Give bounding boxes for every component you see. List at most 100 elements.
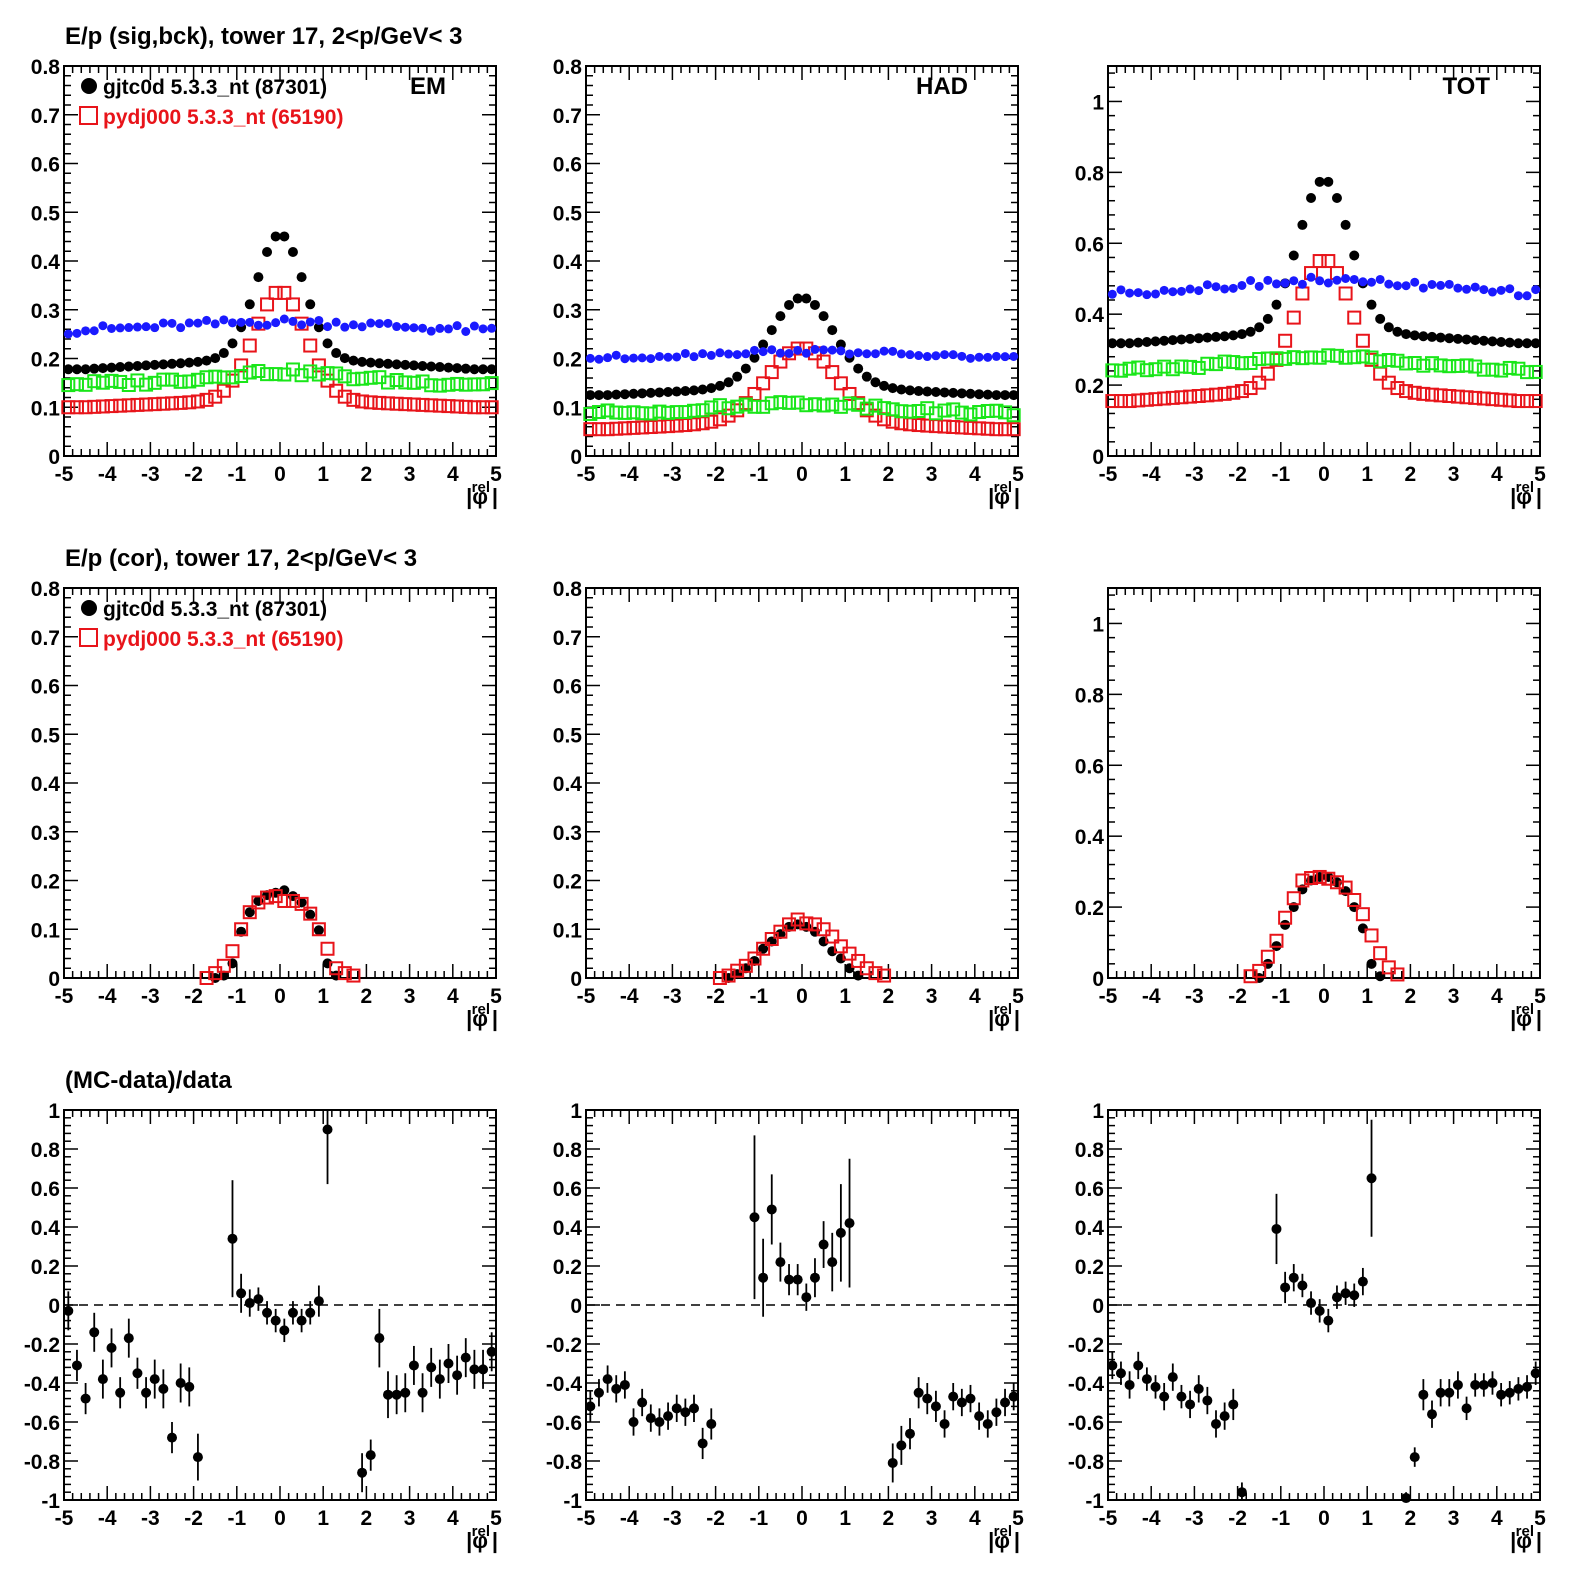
data-point [1425, 356, 1439, 371]
data-point [400, 1387, 411, 1398]
data-point [1193, 333, 1204, 344]
data-point [1312, 350, 1327, 365]
data-point [486, 364, 497, 375]
x-tick-label: -2 [1228, 985, 1247, 1008]
x-tick-label: 0 [796, 985, 808, 1008]
data-point [1157, 391, 1172, 406]
data-point [937, 403, 952, 418]
y-tick-label: 0.2 [553, 871, 582, 894]
x-tick-label: -4 [1142, 985, 1161, 1008]
y-tick-label: 0 [48, 446, 60, 469]
data-point [1323, 1315, 1334, 1326]
data-point [1202, 280, 1212, 290]
data-point [1450, 389, 1465, 404]
data-point [225, 370, 240, 385]
data-point [383, 1389, 393, 1400]
x-axis-label: |φ [988, 1006, 1010, 1031]
x-tick-label: 1 [317, 463, 329, 486]
x-axis-label-superscript: rel [994, 1001, 1012, 1018]
data-point [1401, 329, 1412, 340]
data-point [271, 318, 281, 328]
data-point [227, 338, 238, 349]
data-point [1502, 360, 1517, 375]
series-data [63, 231, 497, 375]
y-tick-label: 0.2 [31, 349, 60, 372]
data-point [585, 1401, 596, 1412]
y-tick-label: 0.1 [31, 919, 61, 942]
data-point [270, 231, 281, 242]
data-point [1306, 272, 1316, 282]
y-tick-label: 0.1 [553, 397, 583, 420]
data-point [104, 373, 119, 388]
data-point [331, 348, 342, 359]
data-point [1461, 334, 1472, 345]
data-point [1217, 354, 1232, 369]
data-point [983, 352, 993, 362]
chart-panel: -5 -4 -3 -2 -1 0 1 2 3 4 5 -1 -0.8 -0.6 -0.4 -0.2 0 0.2 0.… [1068, 1100, 1546, 1553]
data-point [242, 905, 257, 920]
data-point [689, 1403, 699, 1414]
data-point [1442, 359, 1457, 374]
y-tick-label: 0.8 [1075, 684, 1105, 707]
data-point [937, 419, 952, 434]
data-point [190, 394, 205, 409]
data-point [1105, 363, 1120, 378]
data-point [389, 396, 404, 411]
data-point [868, 398, 883, 413]
data-point [450, 399, 465, 414]
series-data [585, 293, 1019, 401]
data-point [1435, 332, 1446, 343]
x-tick-label: -4 [98, 985, 117, 1008]
data-point [1358, 277, 1368, 287]
data-point [1478, 335, 1489, 346]
data-point [1323, 176, 1334, 187]
y-tick-label: 0.2 [553, 349, 582, 372]
data-point [452, 321, 462, 331]
data-point [176, 323, 186, 333]
data-point [1133, 288, 1143, 298]
data-point [1278, 910, 1293, 925]
data-point [818, 311, 829, 322]
data-point [1530, 1368, 1541, 1379]
data-point [279, 1325, 290, 1336]
data-point [357, 1467, 368, 1478]
data-point [1462, 284, 1472, 294]
x-tick-label: 1 [317, 985, 329, 1008]
data-point [1280, 278, 1290, 288]
data-point [418, 323, 428, 333]
data-point [844, 1218, 855, 1229]
data-point [132, 322, 142, 332]
data-point [740, 363, 751, 374]
x-tick-label: 5 [1012, 463, 1024, 486]
x-tick-label: -2 [184, 463, 203, 486]
x-axis-label-superscript: rel [472, 1523, 490, 1540]
data-point [1262, 313, 1273, 324]
data-point [1513, 1383, 1524, 1394]
data-point [1340, 1288, 1351, 1299]
data-point [225, 944, 240, 959]
data-point [1191, 388, 1206, 403]
data-point [1349, 1290, 1360, 1301]
row-title-cor: E/p (cor), tower 17, 2<p/GeV< 3 [65, 545, 417, 572]
data-point [698, 349, 708, 359]
data-point [158, 359, 169, 370]
data-point [1444, 333, 1455, 344]
data-point [756, 941, 771, 956]
data-point [1331, 192, 1342, 203]
data-point [939, 1418, 950, 1429]
data-point [1269, 933, 1284, 948]
x-axis-label: |φ [1510, 1006, 1532, 1031]
data-point [458, 377, 473, 392]
y-tick-label: 0.7 [31, 627, 60, 650]
data-point [706, 1418, 717, 1429]
y-tick-label: 0.1 [553, 919, 583, 942]
data-point [227, 318, 237, 328]
data-point [1528, 364, 1543, 379]
x-tick-label: -5 [1099, 463, 1118, 486]
y-tick-label: 0.4 [1075, 826, 1105, 849]
data-point [1159, 335, 1170, 346]
chart-panel: -5 -4 -3 -2 -1 0 1 2 3 4 5 0 0.1 0.2 0.3 0.4 0.5 0.6 0.7 0.… [553, 56, 1024, 509]
data-point [87, 374, 102, 389]
data-point [234, 922, 249, 937]
data-point [1131, 393, 1146, 408]
